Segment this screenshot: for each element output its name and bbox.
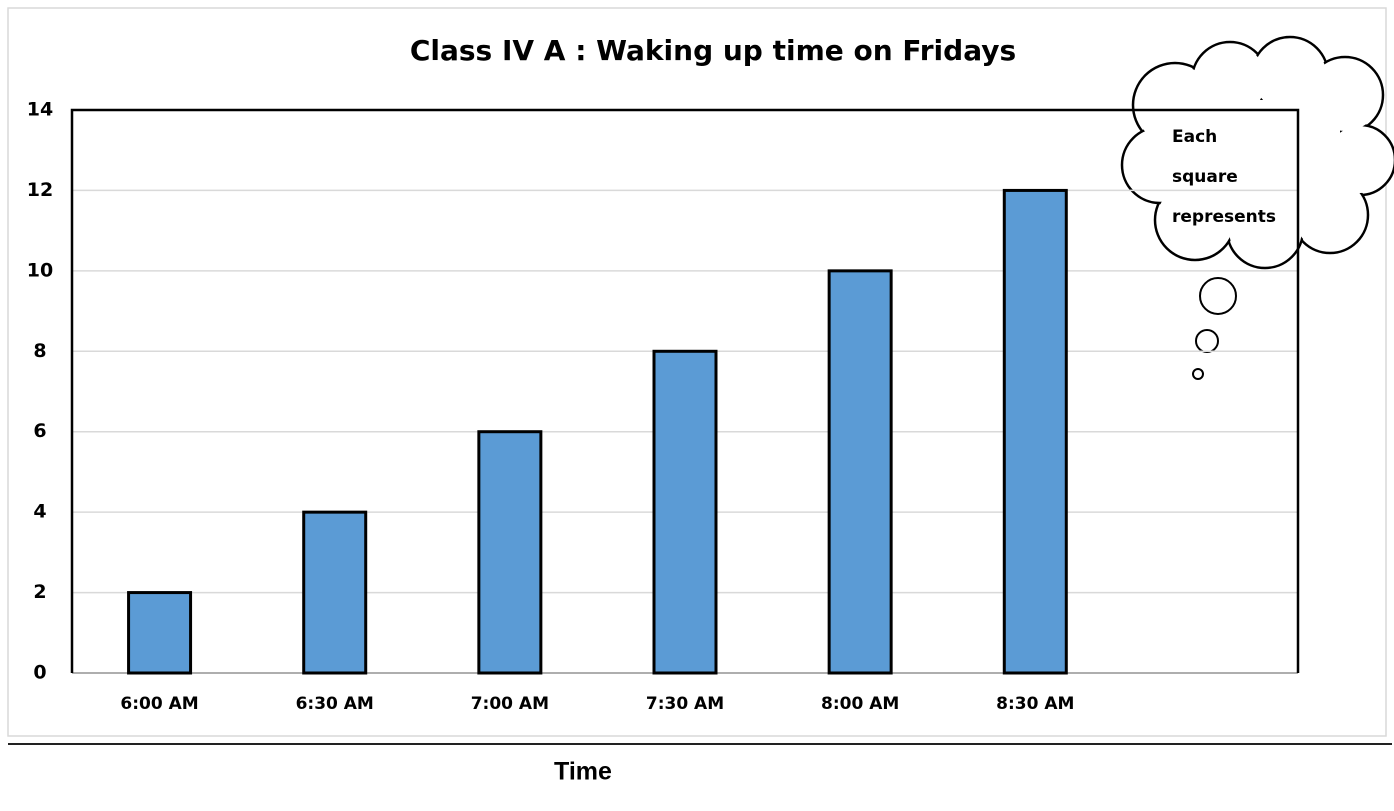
- bar: [652, 349, 718, 675]
- bar: [1002, 188, 1068, 675]
- x-tick-label: 7:00 AM: [471, 694, 549, 714]
- thought-cloud: [1120, 35, 1394, 380]
- bar: [477, 430, 543, 675]
- y-tick-label: 14: [27, 99, 53, 121]
- x-tick-label: 8:00 AM: [821, 694, 899, 714]
- annotation-text: Each: [1172, 127, 1217, 147]
- y-tick-label: 12: [27, 179, 53, 201]
- y-tick-label: 2: [33, 581, 46, 603]
- bar: [127, 591, 193, 675]
- chart-title: Class IV A : Waking up time on Fridays: [410, 34, 1016, 67]
- x-tick-label: 6:30 AM: [296, 694, 374, 714]
- y-tick-label: 8: [33, 340, 46, 362]
- annotation-text: square: [1172, 167, 1238, 187]
- bar: [827, 269, 893, 675]
- y-tick-label: 0: [33, 662, 46, 684]
- annotation-text: represents: [1172, 207, 1276, 227]
- x-tick-label: 8:30 AM: [996, 694, 1074, 714]
- y-tick-label: 10: [27, 259, 53, 281]
- y-tick-label: 4: [33, 501, 46, 523]
- x-axis-label: Time: [554, 758, 612, 786]
- bar: [302, 510, 368, 675]
- y-tick-label: 6: [33, 420, 46, 442]
- x-tick-label: 7:30 AM: [646, 694, 724, 714]
- x-tick-label: 6:00 AM: [120, 694, 198, 714]
- plot-frame: [70, 108, 1300, 673]
